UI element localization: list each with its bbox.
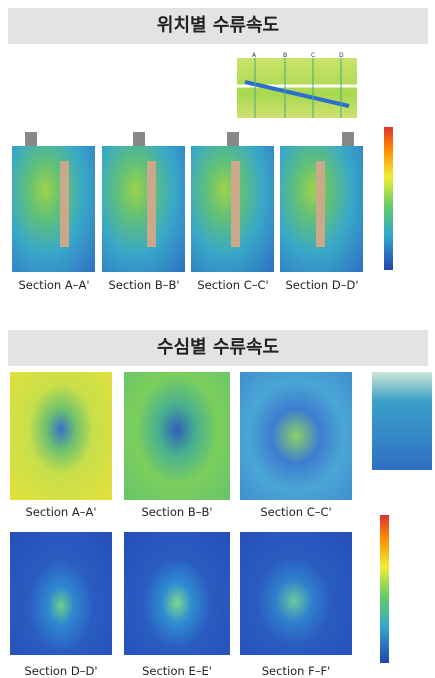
panel-label: Section A–A': [11, 505, 111, 519]
panel-label: Section D–D': [272, 278, 372, 292]
section-header: 수심별 수류속도: [8, 330, 428, 366]
inset-label: B: [283, 52, 287, 59]
section-header: 위치별 수류속도: [8, 8, 428, 44]
section-image: [12, 146, 95, 272]
section-image: [191, 146, 274, 272]
pier-cap: [25, 132, 37, 146]
section-image: [10, 372, 112, 500]
inset-label: A: [252, 52, 256, 59]
inset-plan: [237, 58, 357, 118]
section-image: [102, 146, 185, 272]
panel-label: Section B–B': [94, 278, 194, 292]
section-image: [124, 372, 230, 500]
pier-cap: [227, 132, 239, 146]
pillar: [60, 161, 69, 247]
page: 위치별 수류속도 A B C D Section A–A' Section B–…: [0, 0, 435, 678]
panel-label: Section E–E': [127, 664, 227, 678]
section-image: [240, 532, 352, 655]
pillar: [147, 161, 156, 247]
section-image: [124, 532, 230, 655]
pier-cap: [342, 132, 354, 146]
panel-label: Section C–C': [246, 505, 346, 519]
inset-lines: [237, 58, 357, 118]
panel-label: Section B–B': [127, 505, 227, 519]
pillar: [316, 161, 325, 247]
inset-label: D: [339, 52, 344, 59]
section-image: [240, 372, 352, 500]
pier-cap: [133, 132, 145, 146]
color-scale: [380, 515, 389, 663]
color-scale: [384, 127, 393, 270]
pillar: [231, 161, 240, 247]
section-image: [10, 532, 112, 655]
panel-label: Section F–F': [246, 664, 346, 678]
section-image: [280, 146, 363, 272]
panel-label: Section A–A': [4, 278, 104, 292]
inset-elevation: [372, 372, 432, 470]
panel-label: Section C–C': [183, 278, 283, 292]
panel-label: Section D–D': [11, 664, 111, 678]
inset-label: C: [311, 52, 315, 59]
